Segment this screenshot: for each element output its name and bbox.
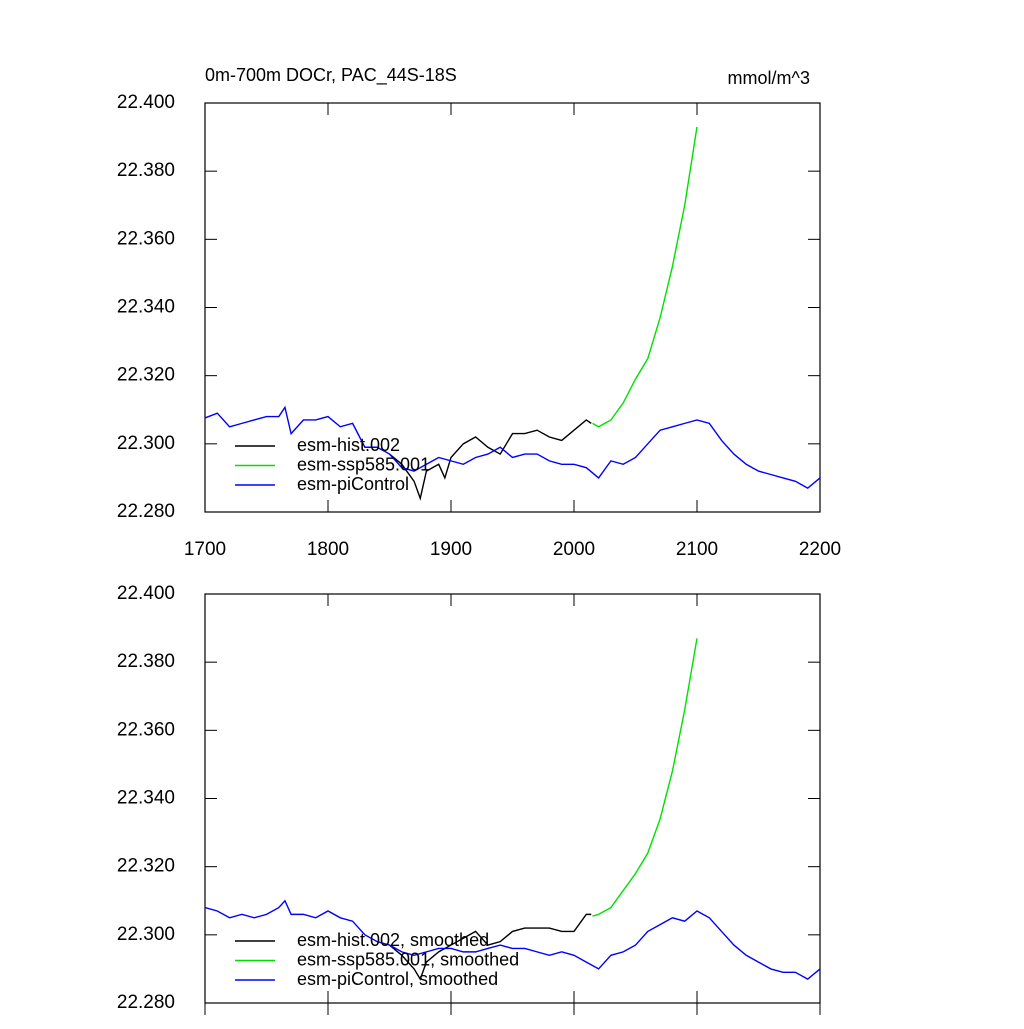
series-line (389, 419, 592, 501)
units-label: mmol/m^3 (728, 68, 810, 88)
series-line (204, 405, 821, 489)
x-tick-label: 2100 (676, 539, 718, 560)
legend-label: esm-piControl (297, 474, 409, 494)
y-tick-label: 22.280 (117, 992, 175, 1013)
legend-label: esm-piControl, smoothed (297, 969, 498, 989)
x-tick-label: 1900 (430, 539, 472, 560)
y-tick-label: 22.360 (117, 228, 175, 249)
legend-label: esm-ssp585.001, smoothed (297, 949, 519, 969)
y-tick-label: 22.300 (117, 433, 175, 454)
legend-label: esm-hist.002 (297, 435, 400, 455)
y-tick-label: 22.320 (117, 365, 175, 386)
x-tick-label: 2000 (553, 539, 595, 560)
y-tick-label: 22.400 (117, 583, 175, 604)
legend-label: esm-hist.002, smoothed (297, 930, 489, 950)
series-line (592, 126, 698, 428)
y-tick-label: 22.380 (117, 160, 175, 181)
series-line (389, 913, 592, 981)
chart-title: 0m-700m DOCr, PAC_44S-18S (205, 65, 457, 86)
y-tick-label: 22.280 (117, 501, 175, 522)
y-tick-label: 22.340 (117, 297, 175, 318)
y-tick-label: 22.300 (117, 924, 175, 945)
x-tick-label: 1700 (184, 539, 226, 560)
y-tick-label: 22.320 (117, 856, 175, 877)
x-tick-label: 1800 (307, 539, 349, 560)
series-line (204, 899, 821, 980)
y-tick-label: 22.400 (117, 92, 175, 113)
y-tick-label: 22.380 (117, 651, 175, 672)
y-tick-label: 22.340 (117, 788, 175, 809)
series-line (592, 638, 698, 917)
x-tick-label: 2200 (799, 539, 841, 560)
legend-label: esm-ssp585.001 (297, 454, 430, 474)
y-tick-label: 22.360 (117, 719, 175, 740)
